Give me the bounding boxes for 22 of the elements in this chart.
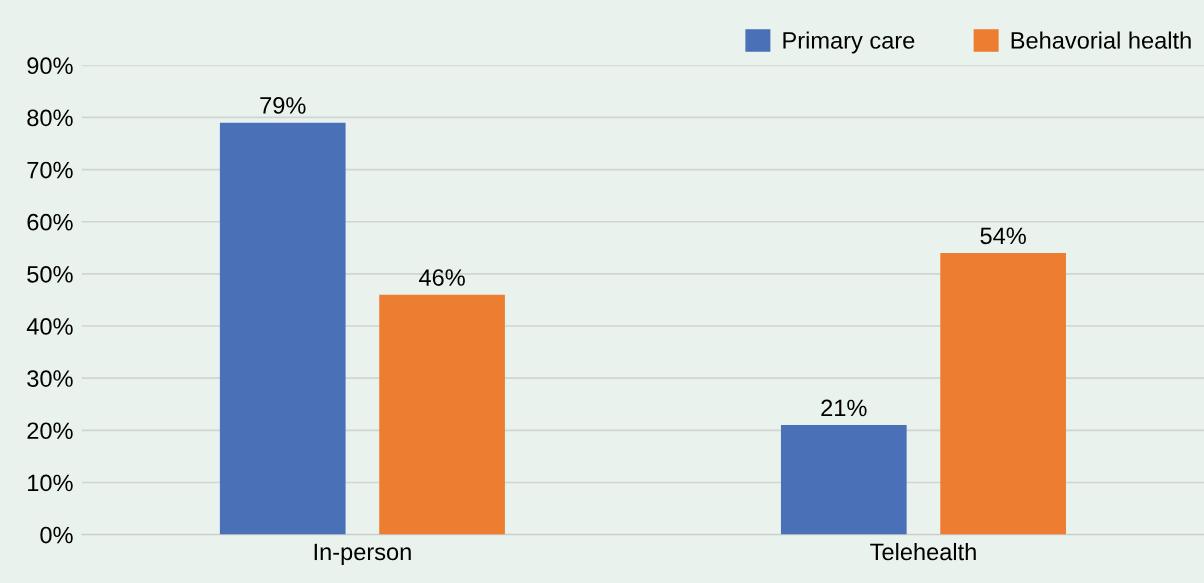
data-label: 79% — [260, 97, 306, 114]
legend-label: Behavorial health — [1011, 31, 1191, 49]
y-tick-label: 80% — [27, 109, 73, 127]
data-label: 46% — [418, 269, 465, 286]
bar — [780, 425, 907, 535]
x-tick-label: In-person — [314, 543, 411, 565]
legend-label: Primary care — [783, 31, 915, 54]
bar — [219, 122, 346, 535]
y-tick-label: 60% — [27, 213, 73, 231]
y-tick-label: 30% — [27, 370, 73, 387]
y-tick-label: 90% — [27, 57, 73, 75]
y-tick-label: 20% — [27, 422, 73, 440]
data-label: 54% — [980, 227, 1026, 245]
y-tick-label: 50% — [27, 265, 73, 283]
data-label: 21% — [821, 399, 867, 417]
x-tick-label: Telehealth — [870, 542, 976, 561]
y-tick-label: 0% — [40, 526, 73, 544]
y-tick-label: 40% — [26, 318, 73, 335]
bar — [940, 253, 1066, 535]
bar — [379, 294, 505, 535]
y-tick-label: 70% — [27, 161, 73, 179]
y-tick-label: 10% — [28, 474, 73, 492]
